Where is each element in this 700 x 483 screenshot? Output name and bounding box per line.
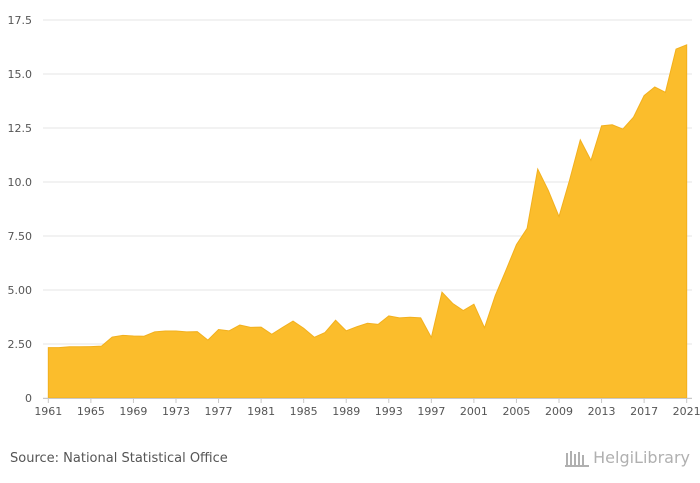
y-tick-label: 17.5 bbox=[8, 14, 33, 27]
brand-logo: HelgiLibrary bbox=[565, 448, 690, 467]
y-tick-label: 5.00 bbox=[8, 284, 33, 297]
x-tick-label: 1985 bbox=[290, 405, 318, 418]
x-tick-label: 1965 bbox=[77, 405, 105, 418]
x-tick-label: 1993 bbox=[375, 405, 403, 418]
area-layer bbox=[47, 44, 688, 399]
y-tick-label: 2.50 bbox=[8, 338, 33, 351]
y-axis: 0 2.50 5.00 7.50 10.0 12.5 15.0 17.5 bbox=[8, 14, 33, 405]
x-axis: 1961 1965 1969 1973 1977 1981 1985 1989 1993 1997… bbox=[34, 398, 700, 418]
x-tick-label: 1973 bbox=[162, 405, 190, 418]
x-tick-label: 1969 bbox=[119, 405, 147, 418]
x-tick-label: 1977 bbox=[205, 405, 233, 418]
brand-name: HelgiLibrary bbox=[593, 448, 690, 467]
x-tick-label: 2013 bbox=[588, 405, 616, 418]
x-tick-label: 2021 bbox=[673, 405, 700, 418]
x-tick-label: 1961 bbox=[34, 405, 62, 418]
y-tick-label: 0 bbox=[25, 392, 32, 405]
x-tick-label: 2005 bbox=[502, 405, 530, 418]
y-tick-label: 15.0 bbox=[8, 68, 33, 81]
y-tick-label: 7.50 bbox=[8, 230, 33, 243]
y-tick-label: 12.5 bbox=[8, 122, 33, 135]
x-tick-label: 2009 bbox=[545, 405, 573, 418]
area-series bbox=[47, 44, 688, 399]
library-icon bbox=[565, 449, 590, 467]
x-tick-label: 2001 bbox=[460, 405, 488, 418]
x-tick-label: 1981 bbox=[247, 405, 275, 418]
x-tick-label: 1997 bbox=[417, 405, 445, 418]
x-tick-label: 1989 bbox=[332, 405, 360, 418]
x-tick-label: 2017 bbox=[630, 405, 658, 418]
y-tick-label: 10.0 bbox=[8, 176, 33, 189]
source-note: Source: National Statistical Office bbox=[10, 451, 228, 466]
